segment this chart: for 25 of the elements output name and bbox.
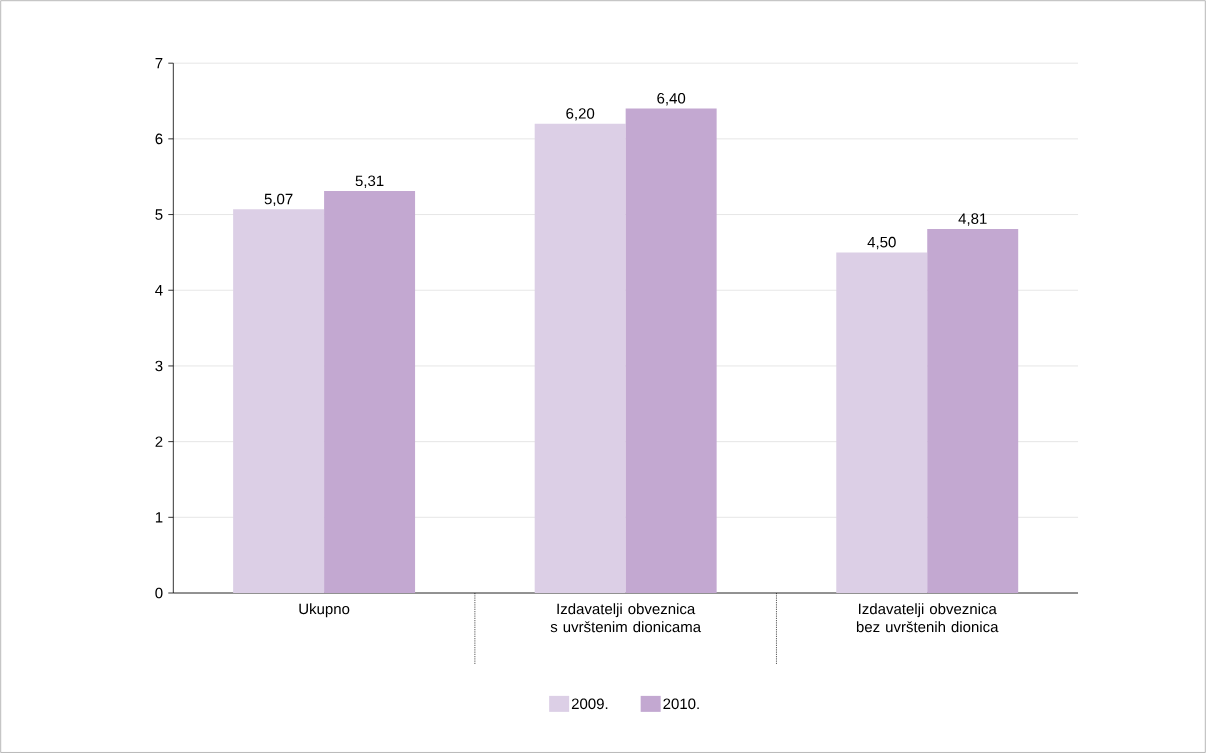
y-tick-label: 6 [155, 133, 163, 145]
y-tick-label: 3 [155, 360, 163, 372]
y-tick-label: 0 [155, 587, 163, 599]
data-label: 6,20 [566, 108, 595, 121]
y-tick-label: 4 [155, 285, 163, 296]
legend-label: 2009. [571, 698, 608, 710]
y-tick-label: 1 [155, 512, 163, 523]
bar [534, 123, 626, 593]
bar [233, 209, 325, 593]
bar [927, 228, 1019, 593]
bar [836, 252, 928, 593]
bar [625, 108, 717, 593]
legend-label: 2010. [663, 698, 699, 710]
data-label: 5,07 [264, 193, 293, 206]
y-tick-label: 7 [155, 57, 163, 69]
x-tick-label: Izdavatelji obveznica bez uvrštenih dionica [856, 603, 999, 633]
data-label: 6,40 [657, 92, 686, 106]
data-label: 4,81 [958, 213, 987, 226]
data-label: 5,31 [355, 175, 384, 188]
x-tick-label: Ukupno [299, 603, 350, 618]
y-tick-label: 2 [155, 436, 163, 447]
bar [324, 191, 416, 593]
data-label: 4,50 [867, 236, 896, 250]
x-tick-label: Izdavatelji obveznica s uvrštenim dionicama [550, 603, 702, 633]
y-tick-label: 5 [155, 209, 163, 220]
